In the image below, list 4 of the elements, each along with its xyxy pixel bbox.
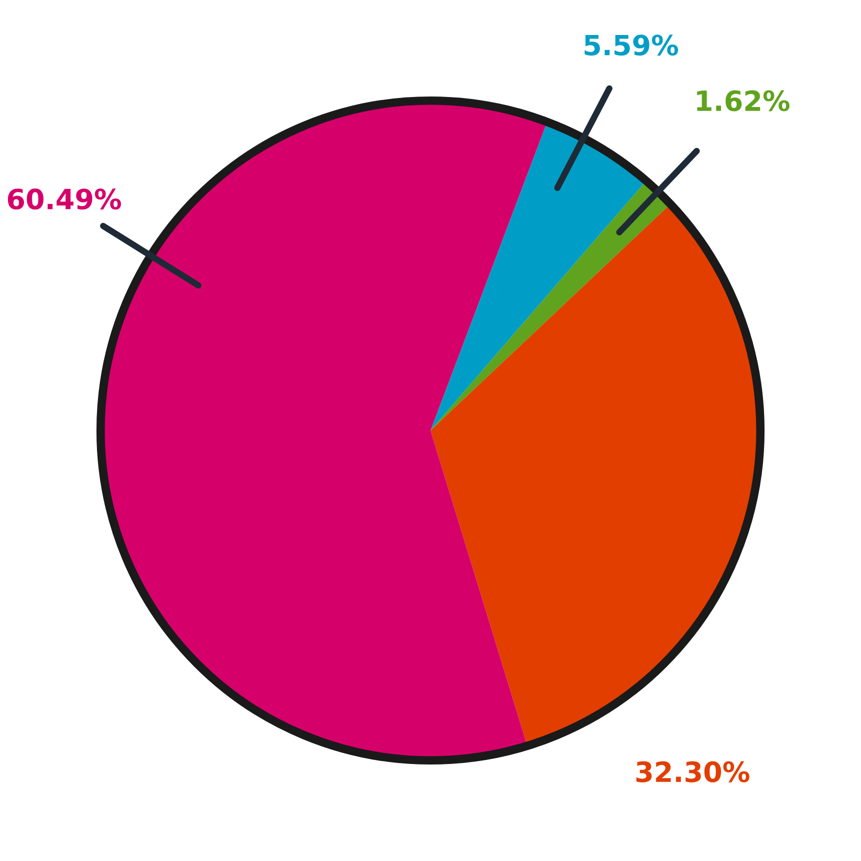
data-label: 32.30% [636, 761, 750, 782]
data-label: 1.62% [697, 90, 790, 112]
data-label: 60.49% [8, 188, 121, 210]
data-label: 5.59% [584, 34, 678, 56]
